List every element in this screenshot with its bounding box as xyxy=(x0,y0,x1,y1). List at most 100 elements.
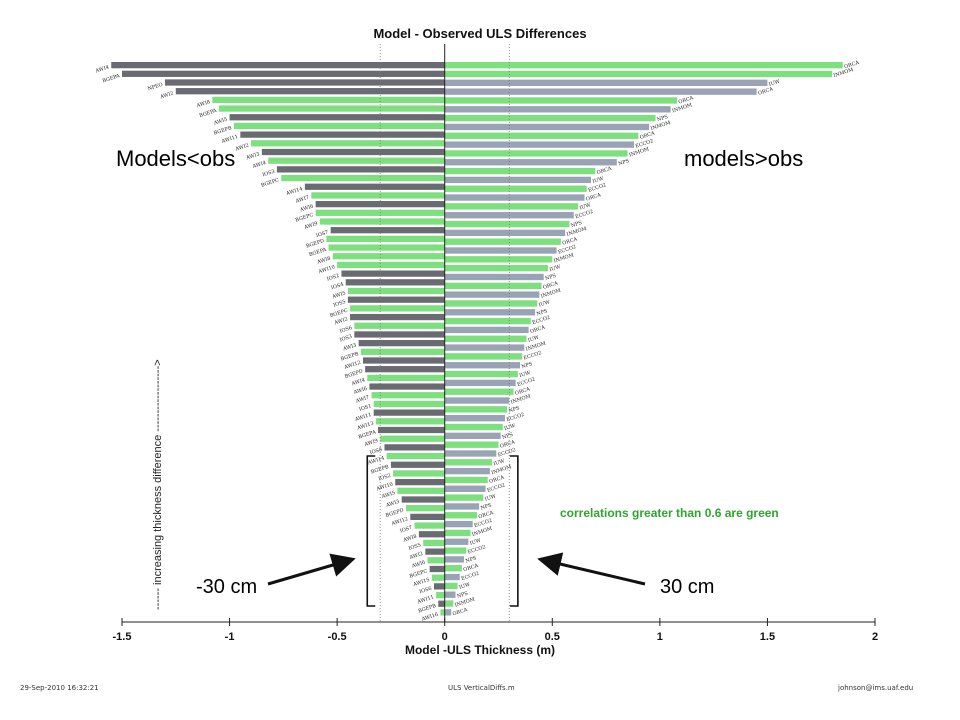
neg-30cm-label: -30 cm xyxy=(196,576,258,598)
bar-label-neg-28: BGEPC xyxy=(329,308,349,320)
bar-neg-21 xyxy=(328,244,445,251)
bar-label-pos-45: IUW xyxy=(493,458,506,467)
bar-label-pos-28: NPS xyxy=(536,308,549,317)
bar-pos-49 xyxy=(444,494,484,501)
bar-label-pos-56: NPS xyxy=(465,555,478,564)
bar-pos-21 xyxy=(444,247,557,254)
bar-neg-61 xyxy=(436,591,445,599)
x-tick-label-6: 1.5 xyxy=(760,631,775,643)
bar-neg-0 xyxy=(111,62,445,69)
bar-label-pos-18: NPS xyxy=(570,220,583,229)
bar-neg-24 xyxy=(341,270,445,277)
bar-label-pos-30: ORCA xyxy=(529,324,546,335)
bar-label-pos-39: NPS xyxy=(508,405,521,414)
bar-label-neg-61: AWI11 xyxy=(416,594,435,605)
bar-label-neg-16: AWI6 xyxy=(298,203,314,213)
bar-neg-40 xyxy=(373,409,445,416)
bar-pos-19 xyxy=(444,229,566,237)
bar-neg-39 xyxy=(373,400,445,408)
bar-neg-18 xyxy=(319,218,445,225)
bar-neg-53 xyxy=(414,522,445,529)
bar-label-pos-6: NPS xyxy=(656,114,669,123)
bar-label-neg-50: AWI3 xyxy=(384,499,400,509)
bar-label-pos-43: ORCA xyxy=(499,439,516,450)
bar-pos-24 xyxy=(444,273,544,281)
bar-label-pos-16: IUW xyxy=(579,202,592,211)
bar-label-neg-21: BGEPA xyxy=(308,247,327,258)
bar-label-neg-4: AWI8 xyxy=(195,99,211,109)
bar-neg-35 xyxy=(365,366,445,373)
bar-label-neg-17: BGEPC xyxy=(295,212,315,224)
bar-neg-6 xyxy=(229,114,445,121)
bar-pos-6 xyxy=(444,114,656,122)
bar-pos-41 xyxy=(444,423,503,431)
bar-label-neg-43: AWI9 xyxy=(363,438,379,448)
bar-label-pos-12: ORCA xyxy=(596,166,613,177)
bar-pos-9 xyxy=(444,141,635,148)
bar-neg-34 xyxy=(362,357,445,364)
bar-neg-26 xyxy=(347,287,445,295)
bar-pos-40 xyxy=(444,415,505,422)
bar-neg-29 xyxy=(350,313,445,321)
bar-label-neg-48: AWI10 xyxy=(375,481,394,492)
bar-label-neg-46: BGEPB xyxy=(370,464,390,476)
bar-label-neg-22: AWI8 xyxy=(316,256,332,266)
bar-label-neg-15: AWI7 xyxy=(294,195,310,205)
bar-label-pos-3: ORCA xyxy=(757,86,774,97)
bar-label-neg-45: AWI14 xyxy=(366,455,385,466)
bar-neg-16 xyxy=(315,201,445,208)
bar-neg-14 xyxy=(304,183,445,190)
bar-pos-3 xyxy=(444,88,757,95)
bar-neg-27 xyxy=(347,296,445,303)
bar-pos-56 xyxy=(444,556,465,563)
models-greater-than-obs-label: models>obs xyxy=(684,146,804,171)
bar-label-neg-34: AWI12 xyxy=(343,360,362,371)
bar-label-pos-1: INMOM xyxy=(833,67,855,79)
bar-label-neg-44: IOS8 xyxy=(369,447,383,457)
bar-pos-53 xyxy=(444,529,471,537)
bar-neg-45 xyxy=(386,452,445,460)
bar-pos-20 xyxy=(444,238,561,245)
bar-label-neg-57: AWI6 xyxy=(410,560,426,570)
bar-label-pos-42: NPS xyxy=(501,432,514,441)
bar-label-pos-58: ECCO2 xyxy=(461,571,481,582)
bar-pos-0 xyxy=(444,62,843,69)
bar-label-neg-55: IOS5 xyxy=(408,542,422,552)
bar-label-pos-22: INMOM xyxy=(553,252,575,264)
bar-neg-49 xyxy=(397,487,445,494)
left-arrow xyxy=(267,553,356,586)
bar-neg-42 xyxy=(378,426,445,434)
bar-neg-62 xyxy=(438,600,445,607)
bar-neg-2 xyxy=(165,79,445,86)
left-bracket xyxy=(366,455,376,607)
bar-neg-23 xyxy=(337,261,445,269)
bar-pos-14 xyxy=(444,185,587,192)
bar-label-pos-13: IUW xyxy=(592,176,605,185)
bar-pos-10 xyxy=(444,150,628,157)
x-tick-label-2: -0.5 xyxy=(328,631,347,643)
bar-pos-30 xyxy=(444,326,529,334)
bar-label-pos-37: ORCA xyxy=(514,386,531,397)
bar-pos-44 xyxy=(444,450,497,457)
bar-label-neg-52: AWI12 xyxy=(390,516,409,527)
bar-label-neg-33: BGEPB xyxy=(340,351,360,363)
bar-label-pos-59: IUW xyxy=(458,581,471,590)
bar-label-pos-9: ECCO2 xyxy=(635,138,655,149)
bar-neg-48 xyxy=(395,479,445,486)
bar-label-pos-36: ECCO2 xyxy=(516,377,536,388)
bar-label-pos-48: ECCO2 xyxy=(486,482,506,493)
bar-label-neg-27: IOS5 xyxy=(333,299,347,309)
bar-pos-51 xyxy=(444,512,477,519)
bar-label-neg-26: AWI5 xyxy=(331,290,347,300)
bar-label-neg-10: AWI3 xyxy=(245,151,261,161)
bar-label-neg-12: IOS3 xyxy=(262,169,276,179)
bar-pos-48 xyxy=(444,485,486,492)
bar-label-neg-5: BGEPA xyxy=(199,108,218,119)
bar-label-pos-25: ORCA xyxy=(542,280,559,291)
bar-neg-60 xyxy=(433,583,445,590)
bar-pos-27 xyxy=(444,300,538,307)
bar-pos-26 xyxy=(444,291,540,298)
bar-pos-42 xyxy=(444,432,501,440)
bar-label-pos-0: ORCA xyxy=(843,60,860,71)
bar-pos-16 xyxy=(444,203,579,210)
